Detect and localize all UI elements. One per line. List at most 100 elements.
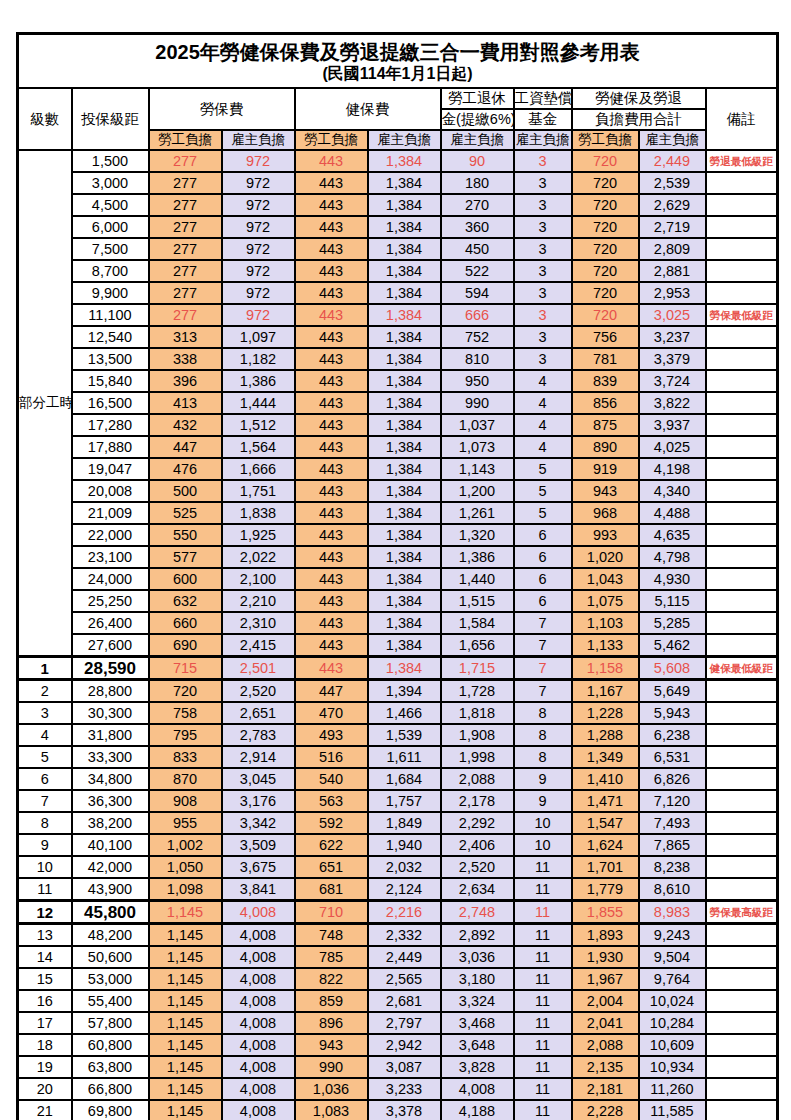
level-cell: 18 (18, 1034, 72, 1056)
value-cell: 972 (222, 260, 295, 282)
value-cell: 3 (514, 150, 572, 172)
value-cell: 3 (514, 216, 572, 238)
value-cell: 443 (295, 392, 368, 414)
level-cell: 4 (18, 724, 72, 746)
note-cell (706, 172, 778, 194)
bracket-cell: 57,800 (72, 1012, 149, 1034)
value-cell: 11,585 (639, 1100, 706, 1120)
col-header-total-line1: 勞健保及勞退 (572, 88, 706, 109)
note-cell (706, 1100, 778, 1120)
value-cell: 1,384 (368, 194, 441, 216)
value-cell: 7 (514, 680, 572, 703)
value-cell: 5,285 (639, 612, 706, 634)
value-cell: 4,008 (222, 1034, 295, 1056)
level-cell: 10 (18, 856, 72, 878)
value-cell: 3 (514, 172, 572, 194)
col-header-bracket: 投保級距 (72, 88, 149, 150)
value-cell: 1,075 (572, 590, 639, 612)
value-cell: 443 (295, 172, 368, 194)
value-cell: 5 (514, 458, 572, 480)
bracket-cell: 33,300 (72, 746, 149, 768)
value-cell: 2,135 (572, 1056, 639, 1078)
value-cell: 3,087 (368, 1056, 441, 1078)
note-cell: 勞退最低級距 (706, 150, 778, 172)
level-cell: 16 (18, 990, 72, 1012)
value-cell: 3,324 (441, 990, 514, 1012)
value-cell: 10,934 (639, 1056, 706, 1078)
value-cell: 1,384 (368, 348, 441, 370)
value-cell: 443 (295, 590, 368, 612)
note-cell (706, 348, 778, 370)
value-cell: 1,384 (368, 502, 441, 524)
value-cell: 1,020 (572, 546, 639, 568)
note-cell (706, 790, 778, 812)
value-cell: 277 (149, 304, 222, 326)
note-cell (706, 260, 778, 282)
value-cell: 1,701 (572, 856, 639, 878)
bracket-cell: 60,800 (72, 1034, 149, 1056)
value-cell: 443 (295, 502, 368, 524)
value-cell: 7,493 (639, 812, 706, 834)
value-cell: 277 (149, 282, 222, 304)
value-cell: 2,797 (368, 1012, 441, 1034)
bracket-cell: 12,540 (72, 326, 149, 348)
bracket-cell: 31,800 (72, 724, 149, 746)
note-cell: 健保最低級距 (706, 657, 778, 680)
col-header-wage-fund-line1: 工資墊償 (514, 88, 572, 109)
value-cell: 8 (514, 746, 572, 768)
value-cell: 10,024 (639, 990, 706, 1012)
table-row: 22,0005501,9254431,3841,32069934,635 (18, 524, 778, 546)
value-cell: 2,004 (572, 990, 639, 1012)
value-cell: 5,115 (639, 590, 706, 612)
value-cell: 3,675 (222, 856, 295, 878)
value-cell: 1,384 (368, 238, 441, 260)
value-cell: 1,384 (368, 392, 441, 414)
value-cell: 875 (572, 414, 639, 436)
col-header-pension-line1: 勞工退休 (441, 88, 514, 109)
value-cell: 1,143 (441, 458, 514, 480)
bracket-cell: 42,000 (72, 856, 149, 878)
level-cell: 13 (18, 924, 72, 947)
value-cell: 277 (149, 194, 222, 216)
value-cell: 1,145 (149, 1012, 222, 1034)
value-cell: 443 (295, 546, 368, 568)
note-cell (706, 326, 778, 348)
value-cell: 3,378 (368, 1100, 441, 1120)
bracket-cell: 15,840 (72, 370, 149, 392)
value-cell: 833 (149, 746, 222, 768)
level-cell: 19 (18, 1056, 72, 1078)
value-cell: 1,145 (149, 1056, 222, 1078)
value-cell: 5 (514, 502, 572, 524)
value-cell: 1,384 (368, 414, 441, 436)
note-cell (706, 238, 778, 260)
value-cell: 972 (222, 150, 295, 172)
note-cell: 勞保最低級距 (706, 304, 778, 326)
bracket-cell: 25,250 (72, 590, 149, 612)
value-cell: 748 (295, 924, 368, 947)
value-cell: 2,088 (572, 1034, 639, 1056)
value-cell: 1,384 (368, 657, 441, 680)
note-cell (706, 834, 778, 856)
value-cell: 11 (514, 1056, 572, 1078)
value-cell: 9,764 (639, 968, 706, 990)
value-cell: 950 (441, 370, 514, 392)
value-cell: 2,216 (368, 901, 441, 924)
value-cell: 1,444 (222, 392, 295, 414)
table-row: 6,0002779724431,38436037202,719 (18, 216, 778, 238)
value-cell: 1,145 (149, 1078, 222, 1100)
bracket-cell: 23,100 (72, 546, 149, 568)
value-cell: 720 (572, 172, 639, 194)
value-cell: 396 (149, 370, 222, 392)
value-cell: 2,022 (222, 546, 295, 568)
value-cell: 447 (295, 680, 368, 703)
value-cell: 1,133 (572, 634, 639, 657)
note-cell (706, 480, 778, 502)
value-cell: 1,656 (441, 634, 514, 657)
value-cell: 839 (572, 370, 639, 392)
table-row: 19,0474761,6664431,3841,14359194,198 (18, 458, 778, 480)
value-cell: 3,342 (222, 812, 295, 834)
value-cell: 443 (295, 612, 368, 634)
bracket-cell: 69,800 (72, 1100, 149, 1120)
bracket-cell: 17,280 (72, 414, 149, 436)
value-cell: 11 (514, 901, 572, 924)
